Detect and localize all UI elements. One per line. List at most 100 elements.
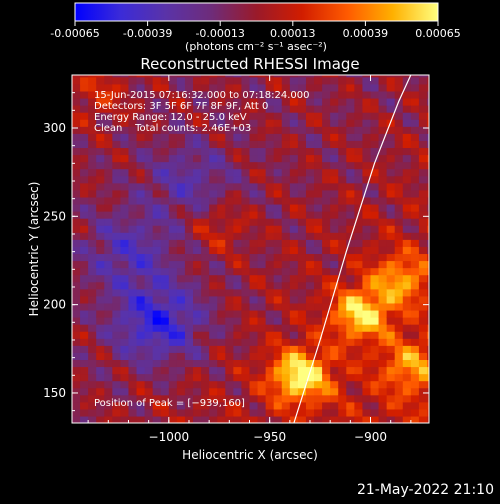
heatmap-cell [426, 309, 429, 318]
heatmap-cell [305, 338, 315, 346]
heatmap-cell [176, 260, 186, 269]
heatmap-cell [233, 154, 243, 163]
heatmap-cell [426, 295, 429, 304]
heatmap-cell [378, 267, 388, 276]
heatmap-cell [249, 112, 259, 120]
heatmap-cell [184, 309, 194, 318]
heatmap-cell [362, 366, 372, 375]
heatmap-cell [120, 196, 130, 205]
heatmap-cell [273, 317, 283, 325]
heatmap-cell [289, 126, 299, 134]
heatmap-cell [330, 232, 339, 240]
heatmap-cell [289, 309, 299, 318]
heatmap-cell [160, 401, 170, 410]
heatmap-cell [273, 267, 283, 276]
heatmap-cell [72, 211, 81, 219]
heatmap-cell [394, 324, 404, 332]
heatmap-cell [289, 387, 299, 396]
heatmap-cell [346, 239, 355, 247]
heatmap-cell [241, 324, 251, 332]
heatmap-cell [88, 274, 97, 283]
heatmap-cell [418, 295, 428, 304]
heatmap-cell [322, 161, 331, 170]
heatmap-cell [297, 345, 307, 353]
heatmap-cell [88, 126, 97, 134]
heatmap-cell [201, 324, 210, 332]
heatmap-cell [152, 76, 162, 85]
heatmap-cell [378, 317, 388, 325]
y-tick-label: 250 [43, 209, 66, 223]
heatmap-cell [104, 415, 113, 423]
heatmap-cell [346, 267, 355, 276]
heatmap-cell [217, 76, 226, 85]
heatmap-cell [265, 394, 275, 403]
heatmap-cell [273, 324, 283, 332]
heatmap-cell [362, 161, 372, 170]
heatmap-cell [225, 119, 234, 127]
heatmap-cell [394, 415, 404, 423]
heatmap-cell [362, 90, 372, 99]
heatmap-cell [410, 203, 420, 212]
heatmap-cell [410, 112, 420, 120]
heatmap-cell [80, 97, 89, 106]
heatmap-cell [346, 126, 355, 134]
heatmap-cell [257, 105, 267, 113]
heatmap-cell [168, 147, 178, 156]
heatmap-cell [305, 415, 315, 423]
heatmap-cell [418, 260, 428, 269]
heatmap-cell [144, 338, 154, 346]
solar-limb-curve [293, 75, 412, 423]
heatmap-cell [257, 203, 267, 212]
heatmap-cell [402, 161, 412, 170]
heatmap-cell [314, 147, 323, 156]
heatmap-cell [346, 324, 355, 332]
heatmap-cell [168, 203, 178, 212]
heatmap-cell [96, 295, 105, 304]
heatmap-cell [217, 112, 226, 120]
heatmap-cell [362, 331, 372, 339]
heatmap-cell [265, 147, 275, 156]
heatmap-cell [314, 309, 323, 318]
heatmap-cell [72, 415, 81, 423]
heatmap-cell [144, 168, 154, 177]
heatmap-cell [410, 359, 420, 368]
heatmap-cell [426, 302, 429, 311]
heatmap-cell [426, 147, 429, 156]
heatmap-cell [418, 232, 428, 240]
heatmap-cell [410, 309, 420, 318]
heatmap-cell [281, 246, 291, 255]
heatmap-cell [201, 408, 210, 417]
heatmap-cell [128, 105, 138, 113]
heatmap-cell [233, 359, 243, 368]
heatmap-cell [96, 302, 105, 311]
heatmap-cell [354, 281, 364, 290]
heatmap-cell [281, 345, 291, 353]
heatmap-cell [201, 83, 210, 92]
heatmap-cell [378, 105, 388, 113]
heatmap-cell [257, 309, 267, 318]
heatmap-cell [201, 359, 210, 368]
heatmap-cell [297, 288, 307, 297]
heatmap-cell [184, 317, 194, 325]
heatmap-cell [160, 105, 170, 113]
heatmap-cell [354, 218, 364, 226]
heatmap-cell [314, 324, 323, 332]
heatmap-cell [265, 387, 275, 396]
heatmap-cell [402, 83, 412, 92]
heatmap-cell [297, 260, 307, 269]
heatmap-cell [289, 90, 299, 99]
heatmap-cell [354, 394, 364, 403]
heatmap-cell [322, 267, 331, 276]
heatmap-cell [386, 140, 396, 149]
heatmap-cell [338, 232, 347, 240]
heatmap-cell [370, 105, 380, 113]
x-axis-label: Heliocentric X (arcsec) [182, 448, 318, 462]
heatmap-cell [104, 345, 113, 353]
heatmap-cell [418, 331, 428, 339]
heatmap-cell [168, 373, 178, 382]
heatmap-cell [426, 218, 429, 226]
heatmap-cell [193, 253, 202, 262]
heatmap-cell [322, 140, 331, 149]
heatmap-cell [410, 225, 420, 233]
heatmap-cell [410, 331, 420, 339]
